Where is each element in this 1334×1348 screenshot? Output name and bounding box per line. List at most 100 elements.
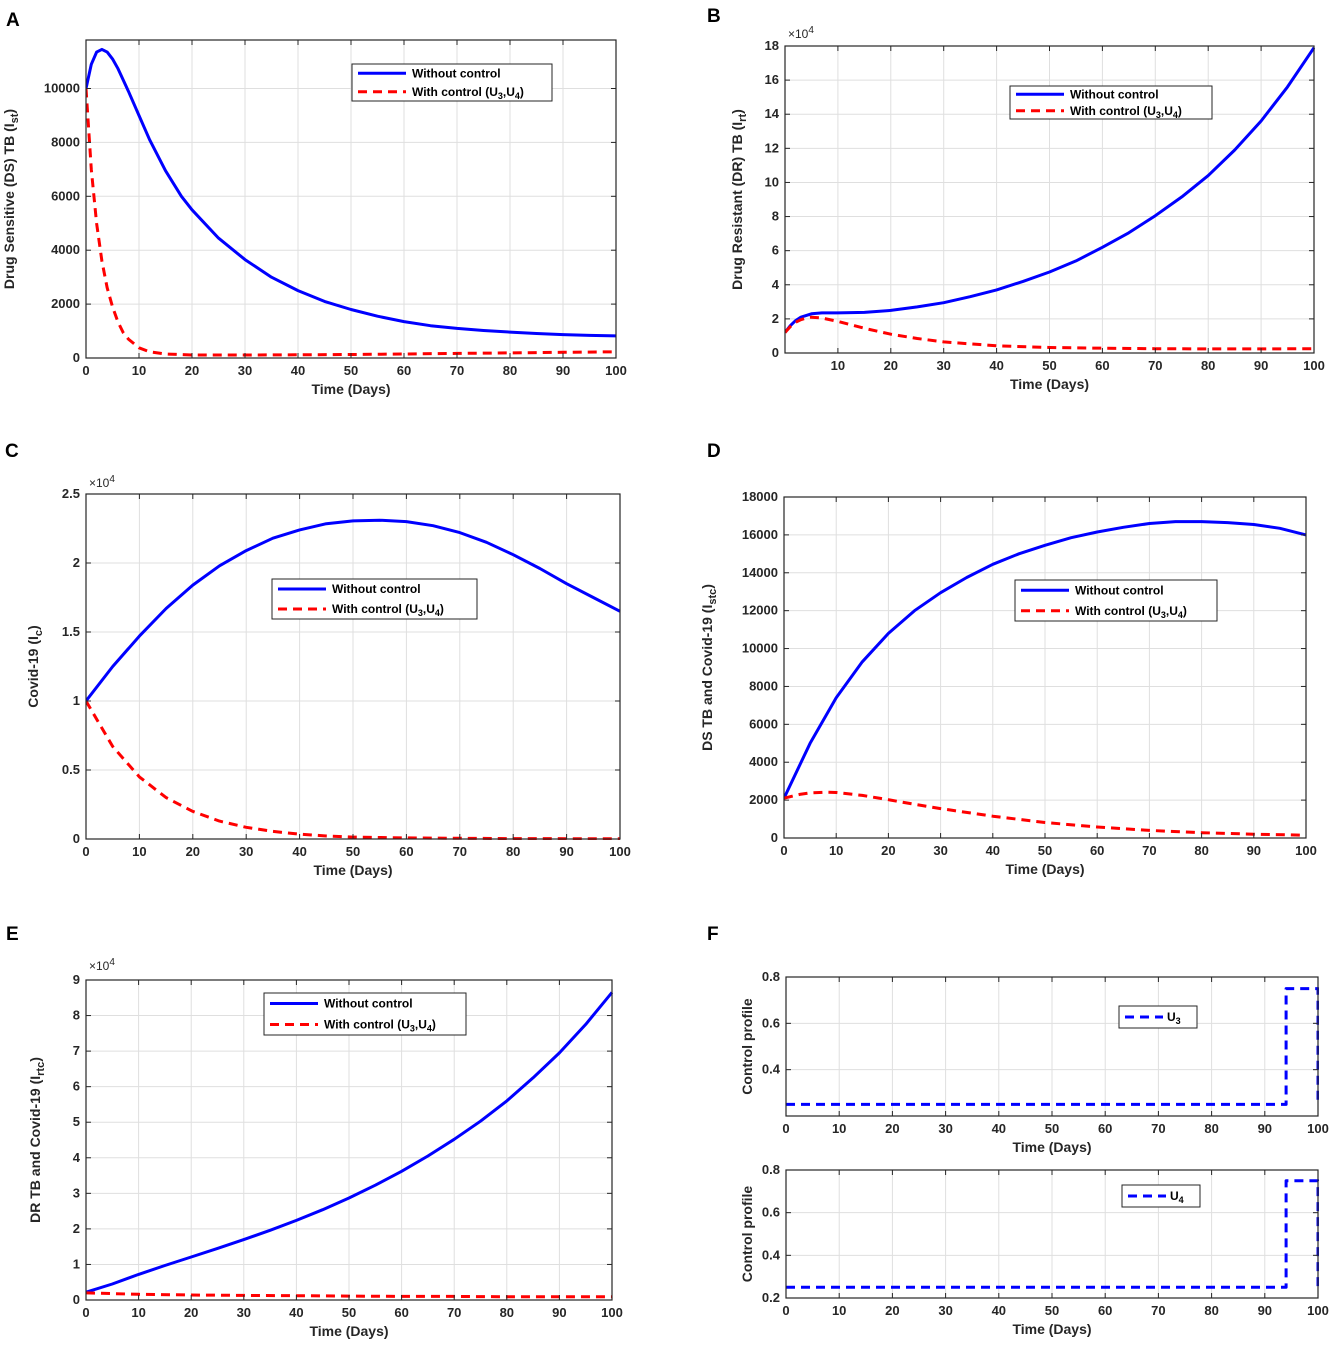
x-tick-label: 80: [506, 844, 520, 859]
legend-entry: Without control: [332, 582, 421, 596]
y-multiplier-exponent: 4: [109, 474, 115, 485]
x-tick-label: 80: [1204, 1303, 1218, 1318]
legend: U4: [1121, 1184, 1201, 1208]
x-tick-label: 80: [1204, 1121, 1218, 1136]
y-tick-label: 18000: [742, 489, 778, 504]
x-tick-label: 80: [503, 363, 517, 378]
x-tick-label: 50: [342, 1305, 356, 1320]
x-tick-label: 0: [782, 1303, 789, 1318]
x-tick-label: 100: [1307, 1121, 1329, 1136]
y-axis-label-main: Drug Sensitive (DS) TB (I: [1, 123, 17, 289]
y-tick-label: 0.4: [762, 1247, 781, 1262]
x-tick-label: 80: [500, 1305, 514, 1320]
y-tick-label: 10000: [742, 641, 778, 656]
y-tick-label: 0.8: [762, 1162, 780, 1177]
y-axis-label: Control profile: [739, 998, 755, 1095]
y-tick-label: 8000: [749, 678, 778, 693]
y-tick-label: 18: [765, 38, 779, 53]
x-tick-label: 50: [346, 844, 360, 859]
series-line-without-control: [86, 47, 617, 338]
legend-close: ): [1183, 604, 1187, 618]
x-tick-label: 20: [885, 1121, 899, 1136]
y-tick-label: 0: [771, 830, 778, 845]
y-tick-label: 0.2: [762, 1290, 780, 1305]
y-tick-label: 5: [73, 1114, 80, 1129]
panel-label: F: [707, 924, 719, 945]
legend-box: [263, 992, 467, 1036]
chart-panel-F1: 0 10 20 30 40 50 60 70 80 90 100 0.4 0.6 0.8 Time (Day…: [707, 924, 1329, 1155]
x-tick-label: 30: [938, 1121, 952, 1136]
y-axis-label-end: ): [1, 109, 17, 114]
x-tick-label: 10: [132, 363, 146, 378]
legend-box: [1014, 579, 1218, 622]
series-line-with-control-u3-u4-: [784, 790, 1307, 837]
y-axis-label-main: DR TB and Covid-19 (I: [27, 1076, 43, 1223]
x-tick-label: 10: [832, 1303, 846, 1318]
y-tick-label: 0.4: [762, 1062, 781, 1077]
x-tick-label: 20: [881, 843, 895, 858]
y-tick-label: 4: [73, 1150, 81, 1165]
x-tick-label: 60: [394, 1305, 408, 1320]
y-tick-label: 12: [765, 140, 779, 155]
y-tick-label: 0.6: [762, 1205, 780, 1220]
x-tick-label: 20: [884, 358, 898, 373]
x-tick-label: 50: [1045, 1303, 1059, 1318]
x-axis-label: Time (Days): [309, 1323, 388, 1339]
legend-sub: 4: [515, 91, 520, 101]
series-line-without-control: [785, 46, 1315, 334]
legend-entry-text: With control (U: [332, 602, 418, 616]
x-tick-label: 40: [292, 844, 306, 859]
chart-panel-B: 10 20 30 40 50 60 70 80 90 100 0 2 4 6 8 10 12 14 16 18 ×104…: [707, 6, 1325, 392]
y-axis-label-sub: rtc: [35, 1062, 47, 1076]
y-tick-label: 9: [73, 972, 80, 987]
x-tick-label: 10: [132, 844, 146, 859]
x-tick-label: 60: [399, 844, 413, 859]
legend-comma: ,U: [415, 1018, 427, 1032]
chart-panel-C: 0 10 20 30 40 50 60 70 80 90 100 0 0.5 1 1.5 2 2.5 ×104 Ti…: [5, 441, 631, 878]
x-tick-label: 0: [82, 1305, 89, 1320]
legend-entry-text: U: [1170, 1189, 1179, 1203]
y-axis-label-main: Covid-19 (I: [25, 636, 41, 708]
series-line-u3: [786, 987, 1319, 1106]
x-tick-label: 60: [1098, 1121, 1112, 1136]
y-tick-label: 14: [765, 106, 780, 121]
y-tick-label: 1.5: [62, 624, 80, 639]
x-tick-label: 70: [447, 1305, 461, 1320]
x-tick-label: 10: [131, 1305, 145, 1320]
x-tick-label: 50: [1042, 358, 1056, 373]
x-tick-label: 90: [1258, 1303, 1272, 1318]
legend: Without control With control (U3,U4): [1009, 85, 1213, 120]
x-tick-label: 100: [1295, 843, 1317, 858]
legend-close: ): [1178, 104, 1182, 118]
y-axis-label: DR TB and Covid-19 (Irtc): [27, 1057, 47, 1223]
y-axis-label-main: DS TB and Covid-19 (I: [699, 605, 715, 751]
x-tick-label: 80: [1194, 843, 1208, 858]
legend-entry: U3: [1167, 1010, 1181, 1026]
legend-comma: ,U: [423, 602, 435, 616]
legend-close: ): [432, 1018, 436, 1032]
x-tick-label: 40: [989, 358, 1003, 373]
legend-close: ): [440, 602, 444, 616]
x-tick-label: 30: [237, 1305, 251, 1320]
legend-sub: 4: [1173, 110, 1178, 120]
legend: Without control With control (U3,U4): [271, 578, 478, 620]
x-axis-label: Time (Days): [1012, 1139, 1091, 1155]
y-axis-label-end: ): [729, 109, 745, 114]
x-tick-label: 90: [559, 844, 573, 859]
x-tick-label: 40: [992, 1303, 1006, 1318]
x-tick-label: 10: [832, 1121, 846, 1136]
x-tick-label: 70: [1148, 358, 1162, 373]
legend-entry: With control (U3,U4): [412, 85, 524, 101]
chart-panel-E: 0 10 20 30 40 50 60 70 80 90 100 0 1 2 3 4 5 6 7 8 9 ×104 Time…: [6, 924, 623, 1339]
panel-label: A: [6, 10, 20, 31]
panel-label: D: [707, 441, 721, 462]
x-tick-label: 20: [885, 1303, 899, 1318]
y-tick-label: 0.8: [762, 969, 780, 984]
x-tick-label: 0: [782, 1121, 789, 1136]
y-axis-label-sub: c: [33, 630, 45, 636]
x-tick-label: 0: [82, 844, 89, 859]
y-tick-label: 7: [73, 1043, 80, 1058]
y-tick-label: 4000: [749, 754, 778, 769]
